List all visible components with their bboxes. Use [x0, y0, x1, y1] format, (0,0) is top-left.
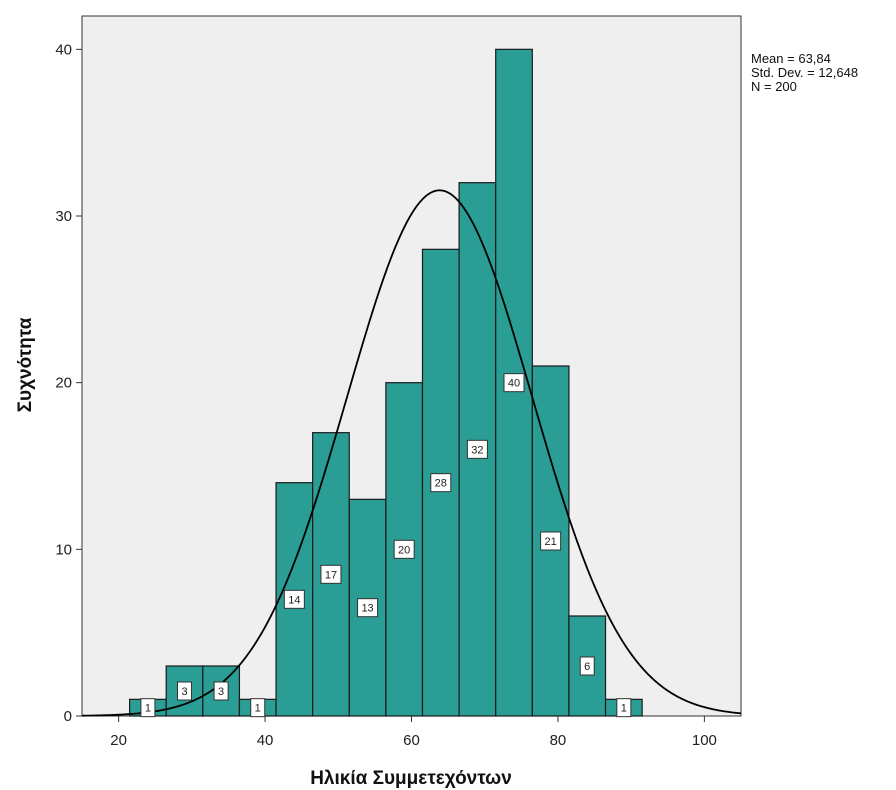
bar-value-label: 1: [145, 703, 151, 715]
bar-label-box: [213, 681, 229, 701]
x-tick-label: 80: [550, 732, 567, 749]
bar-label-box: [579, 656, 595, 676]
y-tick-label: 30: [55, 208, 72, 225]
bar-value-label: 28: [435, 478, 447, 490]
bar-label-box: [430, 473, 452, 493]
y-tick-label: 40: [55, 41, 72, 58]
y-tick-label: 10: [55, 541, 72, 558]
y-axis: 0 10 20 30 40: [55, 41, 82, 725]
bar-value-label: 40: [508, 378, 520, 390]
bar-value-label: 3: [218, 686, 224, 698]
bar-value-label: 1: [255, 703, 261, 715]
bar-value-label: 14: [288, 594, 300, 606]
bar-label-box: [466, 439, 488, 459]
bar-value-label: 13: [361, 603, 373, 615]
bar-label-box: [357, 598, 379, 618]
x-axis: 20 40 60 80 100: [110, 716, 717, 749]
x-tick-label: 60: [403, 732, 420, 749]
x-tick-label: 20: [110, 732, 127, 749]
stat-std-dev: Std. Dev. = 12,648: [751, 65, 858, 80]
bar-value-label: 17: [325, 569, 337, 581]
bar-label-box: [140, 698, 156, 718]
bar-label-box: [393, 539, 415, 559]
bar-value-label: 3: [181, 686, 187, 698]
y-tick-label: 0: [64, 708, 72, 725]
bar-label-box: [503, 373, 525, 393]
bar-value-label: 21: [544, 536, 556, 548]
y-tick-label: 20: [55, 375, 72, 392]
stat-n: N = 200: [751, 79, 797, 94]
bar-value-label: 6: [584, 661, 590, 673]
bar-label-box: [283, 589, 305, 609]
x-tick-label: 40: [257, 732, 274, 749]
x-tick-label: 100: [692, 732, 717, 749]
bar-value-label: 1: [621, 703, 627, 715]
normal-curve: [81, 189, 742, 717]
bar-label-box: [250, 698, 266, 718]
bar-label-box: [320, 564, 342, 584]
bar-label-box: [177, 681, 193, 701]
y-axis-title: Συχνότητα: [15, 317, 36, 412]
stat-mean: Mean = 63,84: [751, 51, 831, 66]
bar-label-box: [616, 698, 632, 718]
bar-value-label: 20: [398, 544, 410, 556]
x-axis-title: Ηλικία Συμμετεχόντων: [310, 768, 512, 789]
bar-label-box: [540, 531, 562, 551]
bar-value-label: 32: [471, 444, 483, 456]
